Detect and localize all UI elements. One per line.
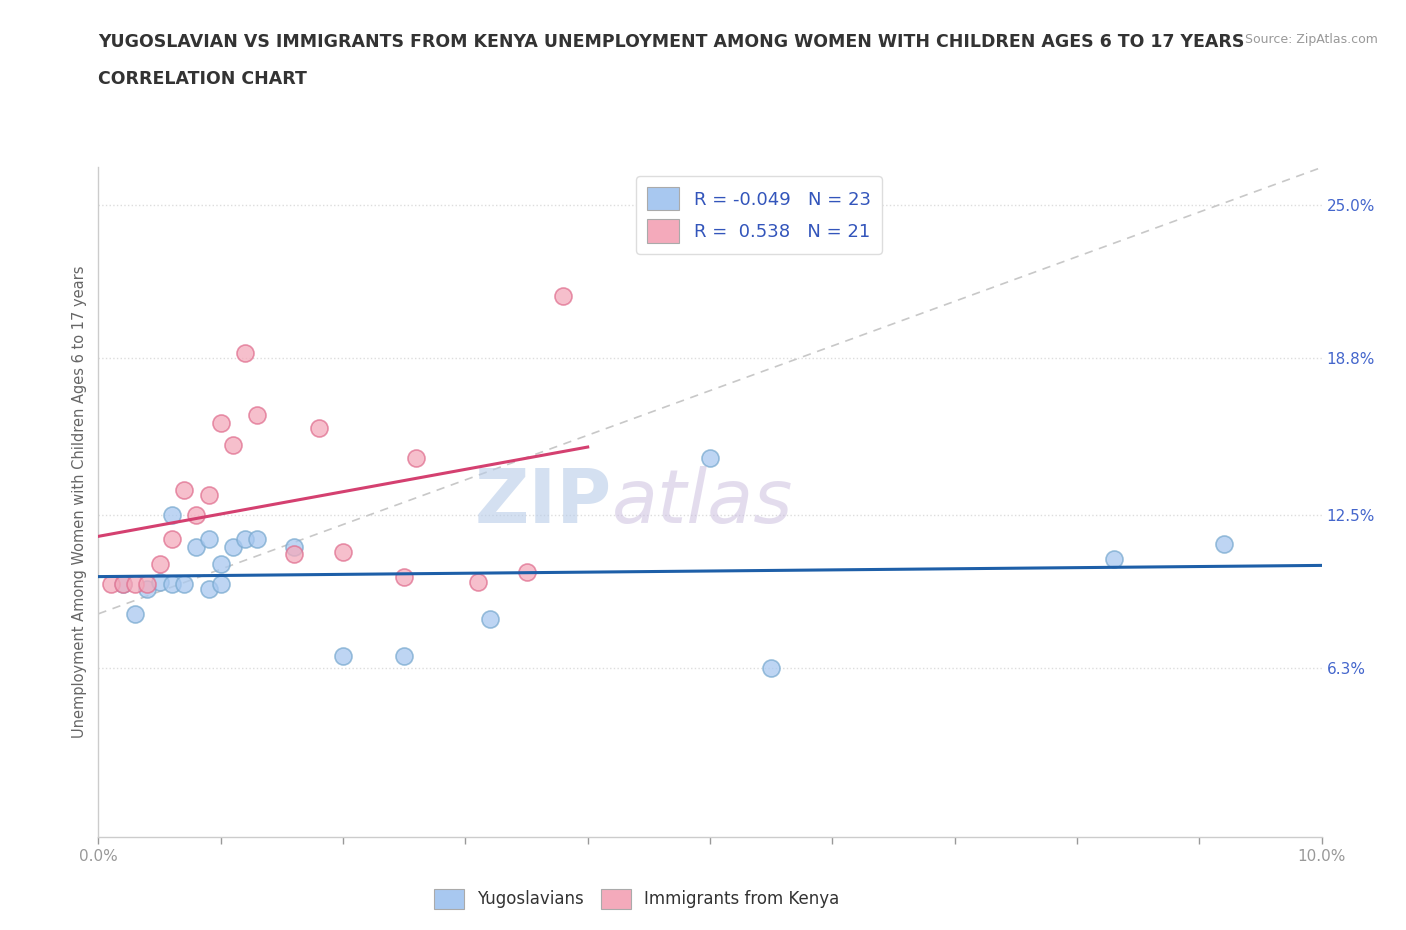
Point [136, 577, 159, 591]
Point [111, 577, 134, 591]
Point [467, 574, 489, 589]
Point [173, 577, 195, 591]
Point [160, 507, 183, 522]
Point [308, 420, 330, 435]
Point [233, 532, 256, 547]
Point [209, 416, 232, 431]
Point [160, 532, 183, 547]
Point [209, 577, 232, 591]
Point [759, 661, 782, 676]
Point [136, 581, 159, 596]
Point [699, 450, 721, 465]
Point [405, 450, 427, 465]
Point [124, 606, 146, 621]
Text: CORRELATION CHART: CORRELATION CHART [98, 70, 308, 87]
Legend: Yugoslavians, Immigrants from Kenya: Yugoslavians, Immigrants from Kenya [427, 882, 846, 916]
Text: YUGOSLAVIAN VS IMMIGRANTS FROM KENYA UNEMPLOYMENT AMONG WOMEN WITH CHILDREN AGES: YUGOSLAVIAN VS IMMIGRANTS FROM KENYA UNE… [98, 33, 1244, 50]
Point [124, 577, 146, 591]
Point [186, 539, 208, 554]
Point [1102, 551, 1125, 566]
Point [1212, 537, 1234, 551]
Point [553, 289, 575, 304]
Point [186, 507, 208, 522]
Y-axis label: Unemployment Among Women with Children Ages 6 to 17 years: Unemployment Among Women with Children A… [72, 266, 87, 738]
Point [111, 577, 134, 591]
Point [197, 487, 219, 502]
Point [160, 577, 183, 591]
Point [197, 532, 219, 547]
Point [332, 648, 354, 663]
Text: Source: ZipAtlas.com: Source: ZipAtlas.com [1244, 33, 1378, 46]
Point [516, 565, 538, 579]
Point [173, 483, 195, 498]
Text: atlas: atlas [612, 466, 793, 538]
Point [197, 581, 219, 596]
Point [283, 547, 305, 562]
Point [392, 569, 416, 584]
Point [392, 648, 416, 663]
Point [246, 408, 269, 423]
Point [149, 574, 172, 589]
Text: ZIP: ZIP [475, 466, 612, 538]
Point [209, 557, 232, 572]
Point [222, 438, 245, 453]
Point [283, 539, 305, 554]
Point [233, 346, 256, 361]
Point [100, 577, 122, 591]
Point [222, 539, 245, 554]
Point [478, 611, 501, 626]
Point [246, 532, 269, 547]
Point [149, 557, 172, 572]
Point [332, 544, 354, 559]
